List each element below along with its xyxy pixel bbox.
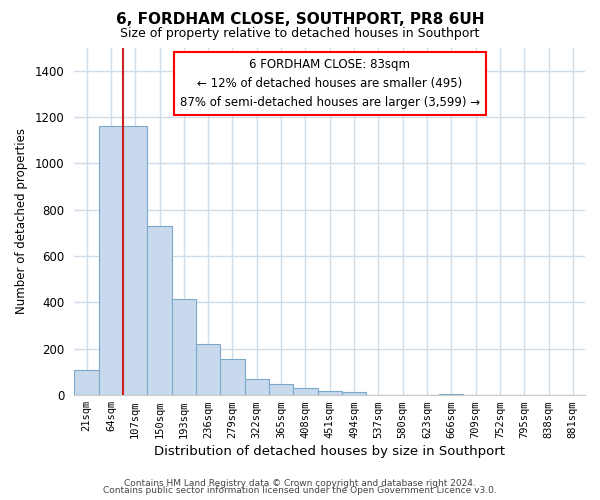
Bar bbox=[439, 394, 463, 395]
Bar bbox=[245, 378, 269, 395]
Bar bbox=[196, 344, 220, 395]
Bar bbox=[74, 370, 99, 395]
Bar bbox=[99, 126, 123, 395]
Bar bbox=[123, 126, 148, 395]
Bar bbox=[148, 226, 172, 395]
Bar bbox=[269, 384, 293, 395]
Y-axis label: Number of detached properties: Number of detached properties bbox=[15, 128, 28, 314]
Text: 6, FORDHAM CLOSE, SOUTHPORT, PR8 6UH: 6, FORDHAM CLOSE, SOUTHPORT, PR8 6UH bbox=[116, 12, 484, 28]
Bar bbox=[293, 388, 317, 395]
Bar bbox=[220, 360, 245, 395]
Text: Size of property relative to detached houses in Southport: Size of property relative to detached ho… bbox=[121, 28, 479, 40]
X-axis label: Distribution of detached houses by size in Southport: Distribution of detached houses by size … bbox=[154, 444, 505, 458]
Bar bbox=[172, 299, 196, 395]
Text: 6 FORDHAM CLOSE: 83sqm
← 12% of detached houses are smaller (495)
87% of semi-de: 6 FORDHAM CLOSE: 83sqm ← 12% of detached… bbox=[179, 58, 480, 109]
Bar bbox=[342, 392, 366, 395]
Bar bbox=[317, 391, 342, 395]
Text: Contains HM Land Registry data © Crown copyright and database right 2024.: Contains HM Land Registry data © Crown c… bbox=[124, 478, 476, 488]
Text: Contains public sector information licensed under the Open Government Licence v3: Contains public sector information licen… bbox=[103, 486, 497, 495]
